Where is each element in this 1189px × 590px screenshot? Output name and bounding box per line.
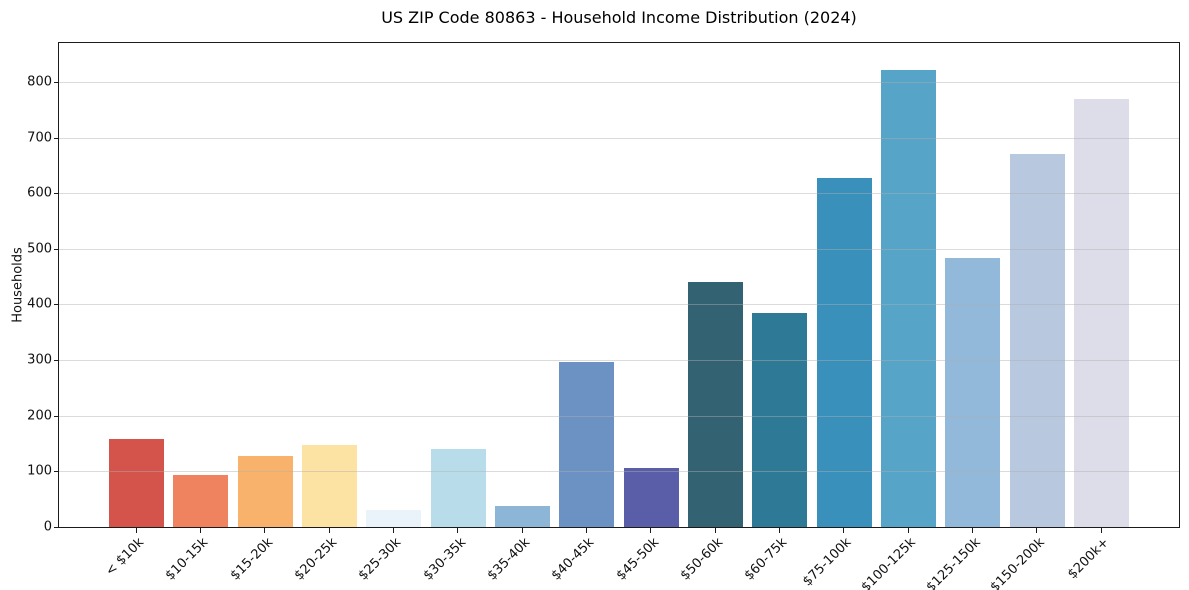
- bar: [430, 448, 486, 527]
- y-tick-mark: [54, 415, 58, 417]
- x-tick-mark: [328, 528, 330, 533]
- y-tick-label: 700: [27, 130, 52, 146]
- bar: [945, 257, 1001, 527]
- x-tick-label: $30-35k: [420, 535, 469, 584]
- x-tick-mark: [521, 528, 523, 533]
- y-tick-label: 500: [27, 241, 52, 257]
- x-tick-label: $40-45k: [548, 535, 598, 584]
- bar: [559, 362, 615, 527]
- y-tick-label: 100: [27, 463, 52, 479]
- gridline: [59, 360, 1179, 362]
- y-tick-mark: [54, 248, 58, 250]
- x-tick-mark: [843, 528, 845, 533]
- y-tick-mark: [54, 527, 58, 528]
- y-tick-label: 300: [27, 352, 52, 368]
- x-tick-label: $20-25k: [291, 535, 341, 584]
- x-tick-label: $150-200k: [987, 535, 1048, 590]
- gridline: [59, 471, 1179, 473]
- x-tick-mark: [457, 528, 459, 533]
- x-tick-label: $100-125k: [858, 535, 920, 590]
- bar: [1073, 98, 1129, 527]
- x-tick-label: $15-20k: [227, 535, 276, 584]
- bar: [623, 468, 679, 527]
- y-tick-label: 600: [27, 185, 52, 201]
- x-tick-mark: [714, 528, 716, 533]
- x-tick-mark: [907, 528, 909, 533]
- x-tick-mark: [392, 528, 394, 533]
- y-tick-mark: [54, 471, 58, 473]
- chart-title: US ZIP Code 80863 - Household Income Dis…: [381, 8, 857, 27]
- x-tick-mark: [135, 528, 137, 533]
- y-tick-label: 200: [27, 408, 52, 424]
- x-tick-label: $50-60k: [677, 535, 727, 584]
- bar: [687, 281, 743, 527]
- bar: [366, 509, 422, 527]
- x-tick-mark: [778, 528, 780, 533]
- x-tick-label: $45-50k: [613, 535, 662, 584]
- gridline: [59, 81, 1179, 83]
- bar: [237, 456, 293, 527]
- y-tick-label: 400: [27, 296, 52, 312]
- y-tick-mark: [54, 81, 58, 83]
- x-tick-mark: [971, 528, 973, 533]
- y-tick-label: 800: [27, 74, 52, 90]
- x-tick-label: $35-40k: [484, 535, 534, 584]
- x-tick-label: $200k+: [1065, 535, 1113, 583]
- y-tick-mark: [54, 360, 58, 362]
- y-tick-label: 0: [43, 519, 52, 535]
- bar: [494, 505, 550, 527]
- bar-series: [59, 43, 1179, 527]
- bar: [816, 177, 872, 527]
- y-tick-mark: [54, 304, 58, 306]
- y-tick-mark: [54, 193, 58, 195]
- gridline: [59, 137, 1179, 139]
- x-tick-mark: [1036, 528, 1038, 533]
- bar: [173, 474, 229, 527]
- y-tick-mark: [54, 137, 58, 139]
- x-tick-label: $60-75k: [741, 535, 791, 584]
- bar: [752, 312, 808, 527]
- bar: [1009, 154, 1065, 527]
- x-tick-mark: [264, 528, 266, 533]
- x-tick-label: $125-150k: [923, 535, 984, 590]
- bar: [109, 439, 164, 527]
- gridline: [59, 304, 1179, 306]
- x-tick-mark: [650, 528, 652, 533]
- x-tick-label: $25-30k: [355, 535, 405, 584]
- bar: [301, 445, 357, 527]
- bar: [880, 69, 936, 527]
- x-tick-label: < $10k: [103, 535, 148, 580]
- x-tick-label: $75-100k: [800, 535, 855, 590]
- gridline: [59, 193, 1179, 195]
- x-tick-mark: [199, 528, 201, 533]
- plot-area: [58, 42, 1180, 528]
- gridline: [59, 248, 1179, 250]
- x-tick-label: $10-15k: [162, 535, 212, 584]
- gridline: [59, 415, 1179, 417]
- x-tick-mark: [1100, 528, 1102, 533]
- x-tick-mark: [585, 528, 587, 533]
